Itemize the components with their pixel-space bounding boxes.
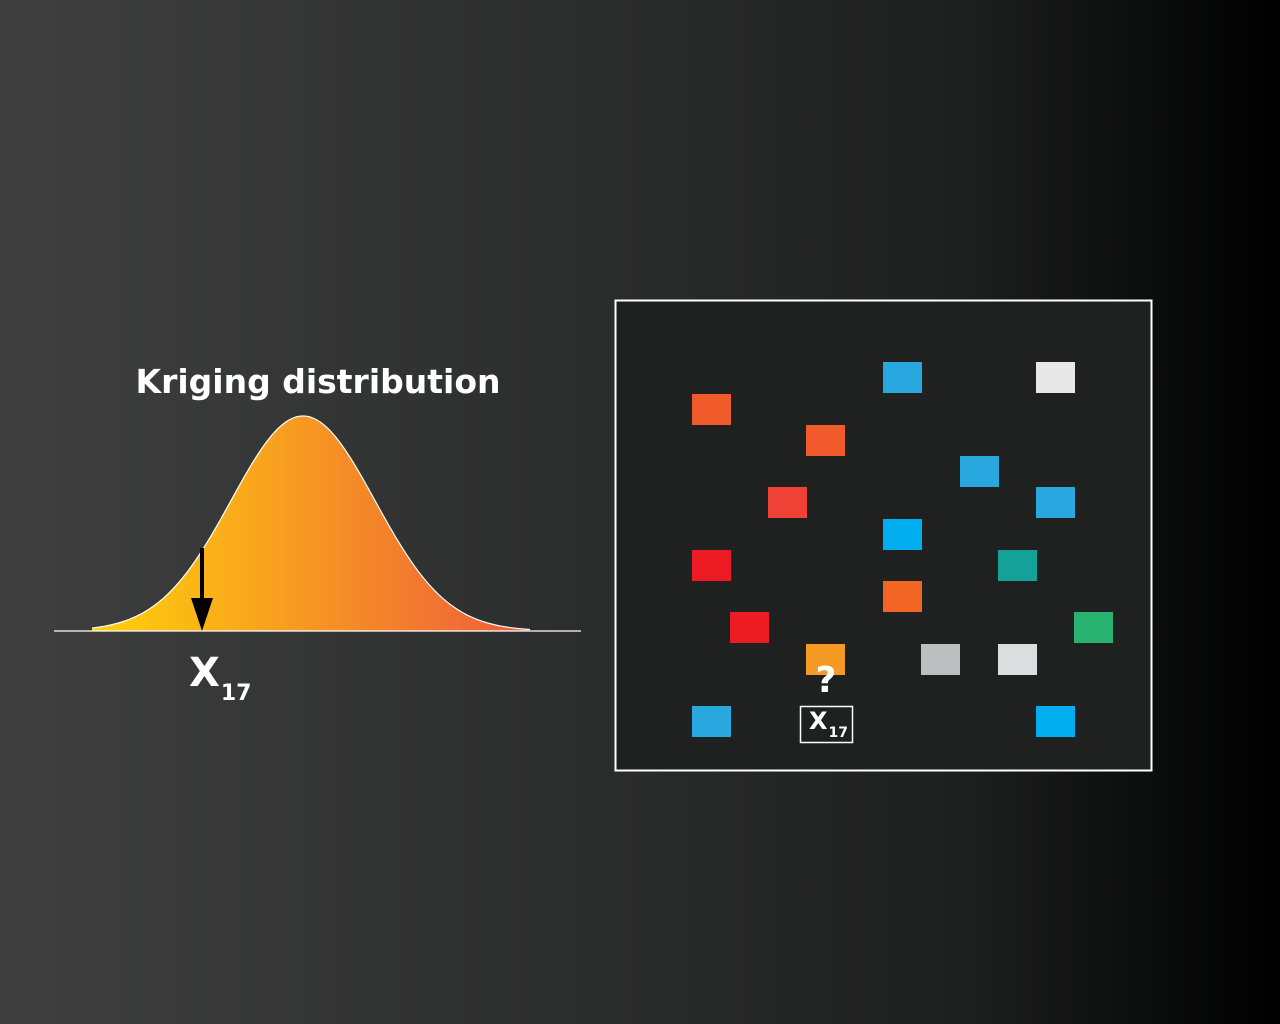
- down-arrow-icon: [191, 548, 213, 631]
- unknown-sample: [806, 644, 845, 675]
- sample-point: [960, 456, 999, 487]
- variable-subscript: 17: [221, 681, 252, 706]
- question-mark-icon: ?: [816, 660, 837, 701]
- bell-curve: [92, 416, 530, 631]
- sample-point: [692, 394, 731, 425]
- bell-curve-outline: [91, 415, 531, 631]
- sample-point: [1074, 612, 1113, 643]
- sample-point: [883, 581, 922, 612]
- sample-point: [998, 644, 1037, 675]
- spatial-field-panel: ? X17: [614, 299, 1153, 772]
- sample-point: [1036, 362, 1075, 393]
- distribution-panel: Kriging distribution X17: [54, 362, 581, 706]
- variable-label: X17: [189, 650, 251, 706]
- sample-point: [883, 362, 922, 393]
- sample-point: [998, 550, 1037, 581]
- sample-point: [692, 550, 731, 581]
- sample-point: [692, 706, 731, 737]
- sample-point: [806, 425, 845, 456]
- sample-points: [692, 362, 1113, 737]
- unknown-point: ? X17: [799, 644, 854, 744]
- variable-symbol: X: [189, 650, 220, 696]
- sample-point: [883, 519, 922, 550]
- unknown-label-subscript: 17: [829, 725, 848, 741]
- unknown-label: X17: [809, 707, 848, 741]
- unknown-label-symbol: X: [809, 707, 828, 735]
- sample-point: [768, 487, 807, 518]
- sample-point: [1036, 706, 1075, 737]
- sample-point: [921, 644, 960, 675]
- distribution-title: Kriging distribution: [136, 362, 501, 401]
- sample-point: [730, 612, 769, 643]
- unknown-label-box: [799, 705, 854, 744]
- sample-point: [1036, 487, 1075, 518]
